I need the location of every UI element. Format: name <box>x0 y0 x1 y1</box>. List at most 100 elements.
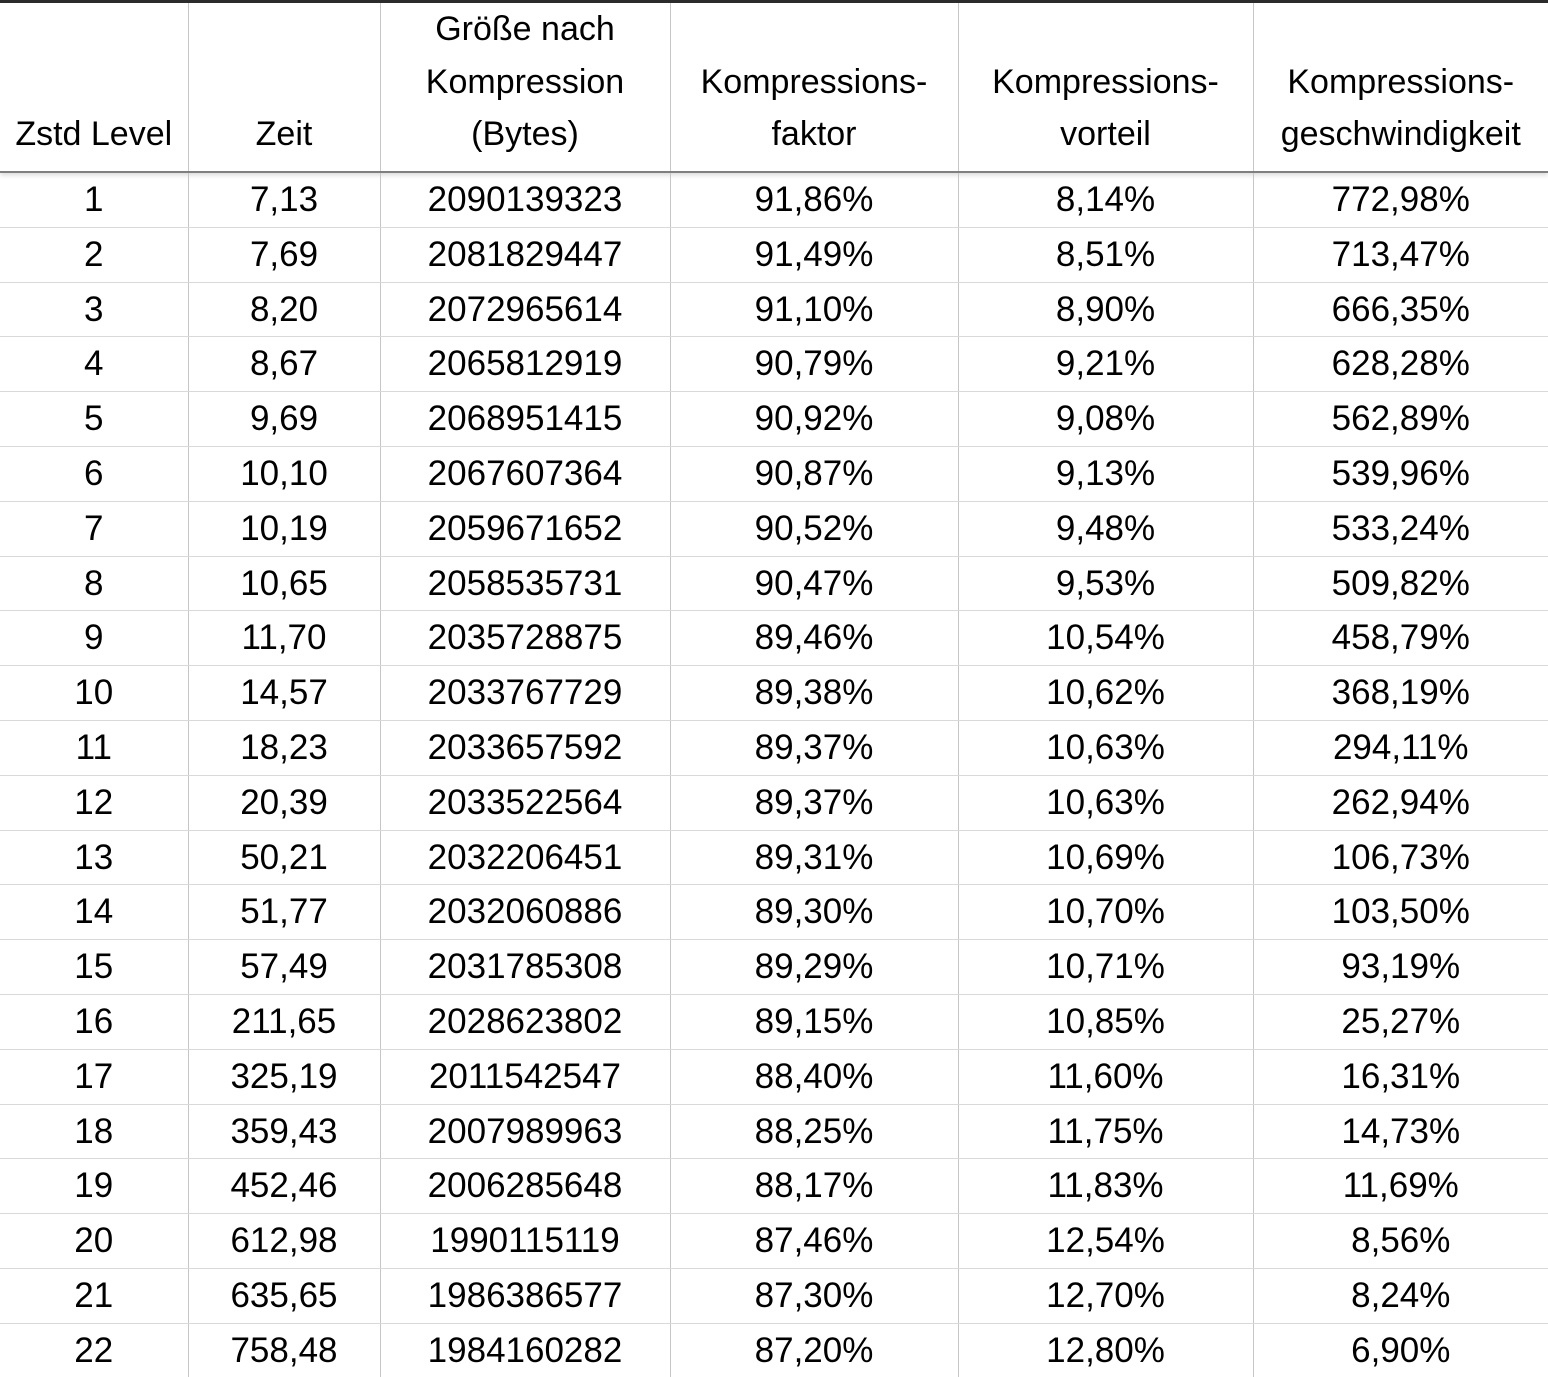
cell-zeit: 10,65 <box>188 556 381 612</box>
cell-vorteil: 9,21% <box>958 336 1254 393</box>
column-header-vorteil: Kompressions- vorteil <box>958 0 1254 174</box>
cell-level: 10 <box>0 665 189 722</box>
cell-geschwindigkeit: 93,19% <box>1253 939 1548 996</box>
cell-zeit: 20,39 <box>188 775 381 831</box>
table-row: 11 18,23 2033657592 89,37% 10,63% 294,11% <box>0 720 1548 776</box>
cell-level: 11 <box>0 720 189 776</box>
cell-level: 5 <box>0 391 189 448</box>
cell-faktor: 90,47% <box>670 556 959 612</box>
cell-zeit: 57,49 <box>188 939 381 996</box>
table-row: 1 7,13 2090139323 91,86% 8,14% 772,98% <box>0 172 1548 228</box>
table-row: 8 10,65 2058535731 90,47% 9,53% 509,82% <box>0 556 1548 612</box>
cell-faktor: 89,37% <box>670 720 959 776</box>
column-header-zeit: Zeit <box>188 0 381 174</box>
cell-faktor: 87,20% <box>670 1323 959 1377</box>
cell-groesse: 2028623802 <box>380 994 671 1050</box>
cell-groesse: 2067607364 <box>380 446 671 502</box>
cell-geschwindigkeit: 772,98% <box>1253 172 1548 228</box>
cell-groesse: 2090139323 <box>380 172 671 228</box>
cell-faktor: 88,40% <box>670 1049 959 1105</box>
column-header-geschwindigkeit: Kompressions- geschwindigkeit <box>1253 0 1548 174</box>
cell-geschwindigkeit: 509,82% <box>1253 556 1548 612</box>
cell-faktor: 89,31% <box>670 830 959 886</box>
cell-vorteil: 10,71% <box>958 939 1254 996</box>
cell-zeit: 8,20 <box>188 282 381 338</box>
cell-vorteil: 9,48% <box>958 501 1254 557</box>
table-row: 4 8,67 2065812919 90,79% 9,21% 628,28% <box>0 336 1548 393</box>
cell-zeit: 11,70 <box>188 610 381 667</box>
table-row: 2 7,69 2081829447 91,49% 8,51% 713,47% <box>0 227 1548 283</box>
table-row: 7 10,19 2059671652 90,52% 9,48% 533,24% <box>0 501 1548 557</box>
table-row: 16 211,65 2028623802 89,15% 10,85% 25,27% <box>0 994 1548 1050</box>
cell-zeit: 635,65 <box>188 1268 381 1324</box>
cell-geschwindigkeit: 628,28% <box>1253 336 1548 393</box>
cell-geschwindigkeit: 8,24% <box>1253 1268 1548 1324</box>
cell-vorteil: 10,69% <box>958 830 1254 886</box>
cell-zeit: 7,13 <box>188 172 381 228</box>
cell-geschwindigkeit: 8,56% <box>1253 1213 1548 1269</box>
cell-groesse: 2032206451 <box>380 830 671 886</box>
cell-faktor: 90,92% <box>670 391 959 448</box>
table-row: 18 359,43 2007989963 88,25% 11,75% 14,73% <box>0 1104 1548 1160</box>
cell-geschwindigkeit: 458,79% <box>1253 610 1548 667</box>
cell-faktor: 88,25% <box>670 1104 959 1160</box>
table-row: 22 758,48 1984160282 87,20% 12,80% 6,90% <box>0 1323 1548 1377</box>
cell-level: 14 <box>0 884 189 941</box>
column-header-level: Zstd Level <box>0 0 189 174</box>
cell-zeit: 18,23 <box>188 720 381 776</box>
cell-faktor: 89,15% <box>670 994 959 1050</box>
column-header-faktor: Kompressions- faktor <box>670 0 959 174</box>
cell-geschwindigkeit: 666,35% <box>1253 282 1548 338</box>
cell-vorteil: 10,63% <box>958 720 1254 776</box>
cell-vorteil: 10,85% <box>958 994 1254 1050</box>
cell-groesse: 2011542547 <box>380 1049 671 1105</box>
table-row: 13 50,21 2032206451 89,31% 10,69% 106,73% <box>0 830 1548 886</box>
cell-groesse: 2059671652 <box>380 501 671 557</box>
cell-vorteil: 10,62% <box>958 665 1254 722</box>
cell-groesse: 2068951415 <box>380 391 671 448</box>
cell-faktor: 89,46% <box>670 610 959 667</box>
cell-vorteil: 9,53% <box>958 556 1254 612</box>
cell-groesse: 2081829447 <box>380 227 671 283</box>
cell-zeit: 10,10 <box>188 446 381 502</box>
cell-groesse: 2033657592 <box>380 720 671 776</box>
cell-vorteil: 10,54% <box>958 610 1254 667</box>
table-row: 10 14,57 2033767729 89,38% 10,62% 368,19% <box>0 665 1548 722</box>
cell-level: 13 <box>0 830 189 886</box>
cell-vorteil: 9,13% <box>958 446 1254 502</box>
cell-groesse: 2033522564 <box>380 775 671 831</box>
cell-zeit: 9,69 <box>188 391 381 448</box>
table-row: 12 20,39 2033522564 89,37% 10,63% 262,94% <box>0 775 1548 831</box>
cell-groesse: 1986386577 <box>380 1268 671 1324</box>
cell-groesse: 2033767729 <box>380 665 671 722</box>
cell-level: 12 <box>0 775 189 831</box>
table-row: 9 11,70 2035728875 89,46% 10,54% 458,79% <box>0 610 1548 667</box>
cell-geschwindigkeit: 262,94% <box>1253 775 1548 831</box>
cell-groesse: 1990115119 <box>380 1213 671 1269</box>
cell-groesse: 2006285648 <box>380 1158 671 1215</box>
table-row: 19 452,46 2006285648 88,17% 11,83% 11,69% <box>0 1158 1548 1215</box>
cell-geschwindigkeit: 25,27% <box>1253 994 1548 1050</box>
cell-geschwindigkeit: 294,11% <box>1253 720 1548 776</box>
table-row: 17 325,19 2011542547 88,40% 11,60% 16,31% <box>0 1049 1548 1105</box>
table-body: 1 7,13 2090139323 91,86% 8,14% 772,98% 2 7,69 20… <box>0 172 1548 1377</box>
cell-geschwindigkeit: 533,24% <box>1253 501 1548 557</box>
cell-vorteil: 11,83% <box>958 1158 1254 1215</box>
cell-geschwindigkeit: 562,89% <box>1253 391 1548 448</box>
cell-geschwindigkeit: 6,90% <box>1253 1323 1548 1377</box>
column-header-groesse: Größe nach Kompression (Bytes) <box>380 0 671 174</box>
cell-level: 4 <box>0 336 189 393</box>
header-row: Zstd Level Zeit Größe nach Kompression (By… <box>0 0 1548 174</box>
cell-faktor: 88,17% <box>670 1158 959 1215</box>
cell-faktor: 89,30% <box>670 884 959 941</box>
cell-faktor: 90,79% <box>670 336 959 393</box>
cell-faktor: 87,46% <box>670 1213 959 1269</box>
cell-zeit: 612,98 <box>188 1213 381 1269</box>
cell-vorteil: 12,54% <box>958 1213 1254 1269</box>
cell-level: 22 <box>0 1323 189 1377</box>
table-row: 3 8,20 2072965614 91,10% 8,90% 666,35% <box>0 282 1548 338</box>
cell-faktor: 89,38% <box>670 665 959 722</box>
table-row: 21 635,65 1986386577 87,30% 12,70% 8,24% <box>0 1268 1548 1324</box>
cell-level: 16 <box>0 994 189 1050</box>
